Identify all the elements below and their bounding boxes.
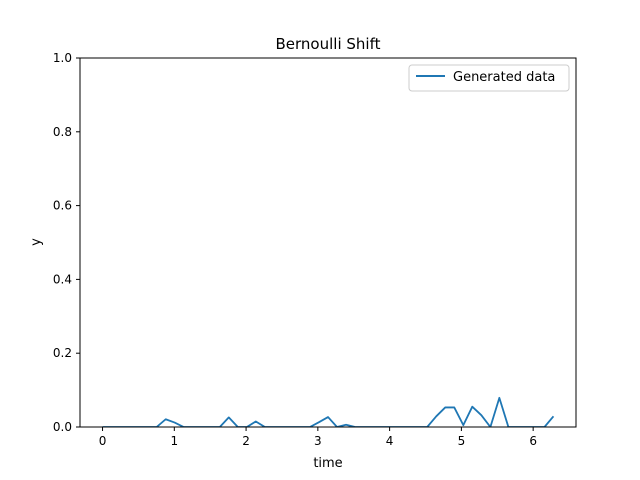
x-tick-label: 6 bbox=[529, 434, 537, 448]
y-axis-label: y bbox=[29, 238, 44, 246]
x-tick-label: 4 bbox=[386, 434, 394, 448]
chart-title: Bernoulli Shift bbox=[276, 35, 381, 53]
axes-frame bbox=[79, 57, 577, 428]
x-tick-label: 1 bbox=[170, 434, 178, 448]
y-axis: 0.0 0.2 0.4 0.6 0.8 1.0 bbox=[53, 51, 80, 434]
legend: Generated data bbox=[408, 64, 570, 92]
x-tick-label: 2 bbox=[242, 434, 250, 448]
y-tick-label: 0.2 bbox=[53, 346, 72, 360]
y-tick-label: 0.4 bbox=[53, 272, 72, 286]
y-tick-label: 0.8 bbox=[53, 125, 72, 139]
x-axis-label: time bbox=[313, 456, 342, 471]
x-tick-label: 5 bbox=[458, 434, 466, 448]
legend-label: Generated data bbox=[453, 70, 555, 85]
x-axis: 0 1 2 3 4 5 6 bbox=[99, 427, 537, 448]
y-tick-label: 0.0 bbox=[53, 420, 72, 434]
y-tick-label: 0.6 bbox=[53, 199, 72, 213]
x-tick-label: 3 bbox=[314, 434, 322, 448]
x-tick-label: 0 bbox=[99, 434, 107, 448]
legend-box bbox=[408, 64, 570, 92]
y-tick-label: 1.0 bbox=[53, 51, 72, 65]
